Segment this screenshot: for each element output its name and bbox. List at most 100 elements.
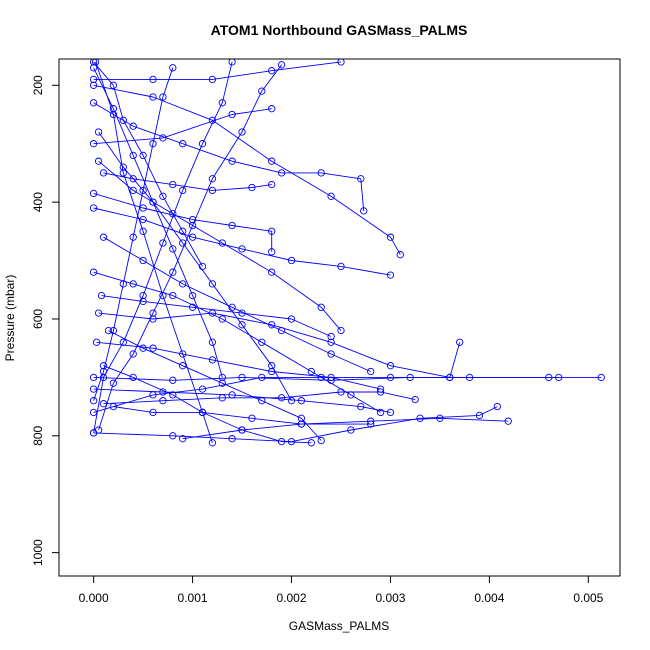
series-7 [89,402,501,446]
data-point [89,81,98,89]
data-point [169,376,177,384]
data-point [139,227,147,235]
series-22 [89,59,345,84]
series-18 [94,128,296,405]
series-13 [94,157,345,335]
y-tick-label: 1000 [31,539,45,566]
y-tick-label: 800 [31,425,45,445]
data-point [258,373,266,382]
data-point [248,183,256,192]
series-line [95,61,213,443]
data-point [139,344,147,352]
data-point [139,256,147,265]
data-point [218,239,226,247]
data-point [109,379,118,387]
data-point [238,321,246,329]
data-point [169,64,177,72]
data-point [198,385,207,393]
data-point [159,192,167,200]
data-point [109,81,118,89]
series-27 [109,402,375,428]
data-point [129,373,137,382]
data-point [287,315,296,323]
data-point [360,207,368,215]
data-point [198,140,207,148]
data-point [228,391,236,399]
data-point [218,315,226,323]
data-point [277,326,286,335]
data-point [149,140,157,148]
data-point [297,420,306,428]
data-point [446,373,454,382]
data-point [411,395,419,404]
data-point [218,373,226,382]
series-line [113,406,371,425]
data-point [347,426,355,434]
series-26 [89,385,395,417]
data-point [327,338,335,346]
data-point [277,61,286,69]
data-point [376,385,385,393]
data-point [129,233,137,241]
data-point [228,435,236,443]
data-point [258,338,266,346]
series-line [93,61,342,80]
data-point [129,151,137,160]
data-point [169,180,177,189]
x-tick-label: 0.005 [573,591,603,605]
y-axis: 200 400 600 800 1000 [31,75,60,566]
data-point [179,140,187,148]
series-line [103,236,371,372]
data-point [99,362,108,370]
data-point [109,105,118,113]
data-point [179,239,187,247]
data-point [89,385,98,393]
data-point [139,204,147,212]
data-point [347,391,355,399]
data-point [228,221,236,230]
data-point [268,248,276,256]
data-point [208,186,217,195]
series-line [93,207,391,276]
data-point [159,388,167,396]
data-point [89,75,98,84]
data-point [139,297,147,306]
data-point [159,93,167,101]
series-23 [89,189,276,256]
series-14 [99,233,375,376]
data-point [327,192,335,200]
data-point [149,408,157,417]
y-axis-label: Pressure (mbar) [3,275,17,362]
data-point [129,175,137,183]
data-point [367,367,375,376]
data-point [337,326,345,335]
data-point [555,373,563,382]
data-point [208,338,217,346]
data-point [268,105,276,113]
series-line [98,131,292,401]
series-21 [89,105,276,148]
data-point [327,332,335,341]
x-tick-label: 0.002 [276,591,306,605]
data-point [89,408,98,417]
plot-area [89,59,605,447]
data-point [386,373,395,382]
data-point [465,373,474,382]
series-line [182,417,509,440]
data-point [307,439,315,447]
data-point [287,397,296,405]
data-point [228,59,236,66]
data-point [268,67,276,75]
data-point [179,280,187,288]
data-point [89,429,98,437]
data-point [139,215,147,224]
data-point [169,268,177,276]
data-point [159,397,167,405]
data-point [317,373,325,382]
data-point [367,420,375,428]
chart-title: ATOM1 Northbound GASMass_PALMS [211,22,468,38]
y-tick-label: 400 [31,192,45,212]
data-point [129,350,137,358]
data-point [238,245,246,253]
data-point [188,221,197,230]
